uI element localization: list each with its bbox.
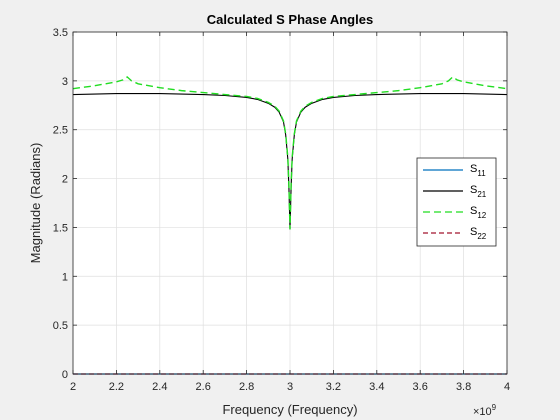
y-tick-label: 2.5	[53, 125, 68, 137]
y-tick-label: 3	[62, 76, 68, 88]
x-tick-label: 3.4	[369, 381, 384, 393]
x-axis-label: Frequency (Frequency)	[222, 402, 357, 417]
legend-label-s22: S22	[470, 226, 487, 241]
tick-labels: 2 2.2 2.4 2.6 2.8 3 3.2 3.4 3.6 3.8 4 0 0.5 1 1.5 2 2.5 3…	[53, 27, 510, 393]
y-tick-label: 0	[62, 369, 68, 381]
y-tick-label: 2	[62, 174, 68, 186]
y-tick-label: 3.5	[53, 27, 68, 39]
ticks	[72, 31, 508, 375]
x-exponent-label: ×109	[473, 403, 497, 418]
series-line-s12	[72, 76, 508, 230]
legend: S11 S21 S12 S22	[416, 157, 497, 247]
y-tick-label: 1	[62, 271, 68, 283]
x-tick-label: 2	[70, 381, 76, 393]
legend-label-s21: S21	[470, 184, 487, 199]
legend-label-s11: S11	[470, 163, 486, 178]
legend-box	[416, 157, 497, 247]
legend-label-s12: S12	[470, 205, 487, 220]
x-tick-label: 2.4	[152, 381, 167, 393]
x-tick-label: 2.6	[196, 381, 211, 393]
x-tick-label: 2.8	[239, 381, 254, 393]
x-exponent-power: 9	[492, 403, 497, 412]
x-tick-label: 3	[287, 381, 293, 393]
x-tick-label: 3.6	[413, 381, 428, 393]
chart-title: Calculated S Phase Angles	[207, 12, 373, 27]
x-tick-label: 3.2	[326, 381, 341, 393]
x-tick-label: 3.8	[456, 381, 471, 393]
x-tick-label: 2.2	[109, 381, 124, 393]
y-tick-label: 0.5	[53, 320, 68, 332]
x-tick-label: 4	[504, 381, 510, 393]
y-axis-label: Magnitude (Radians)	[28, 143, 43, 264]
y-tick-label: 1.5	[53, 222, 68, 234]
